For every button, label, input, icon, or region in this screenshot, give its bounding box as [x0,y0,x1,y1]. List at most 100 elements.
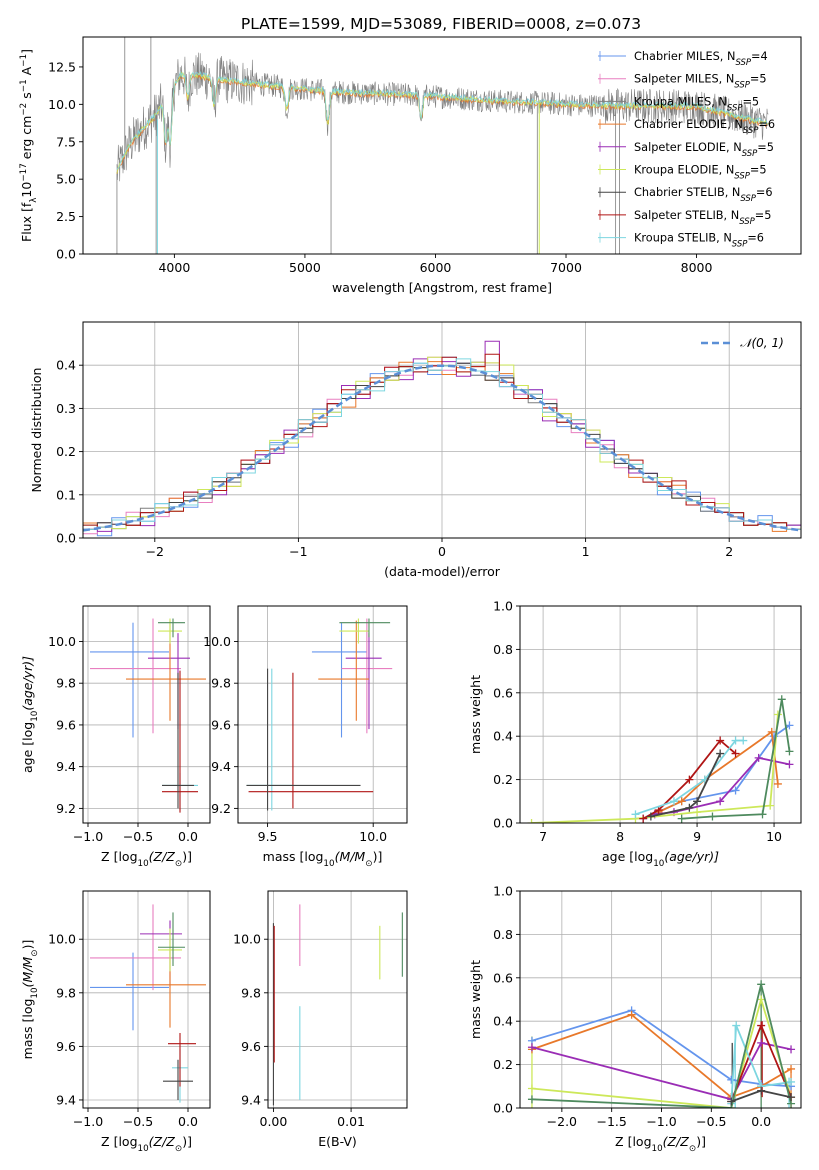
legend-subscript: SSP [734,80,750,90]
label-part: (Z/Z [149,849,176,864]
label-part: −1 [19,79,29,92]
weight-point-marker [527,819,536,823]
y-tick-label: 2.5 [56,209,76,224]
label-part: erg cm [19,116,34,164]
error-point [163,1059,193,1100]
ticks: 9.5 10.0 9.2 9.4 9.6 9.8 10.0 [203,634,387,844]
label-part: )] [696,1134,706,1149]
legend-subscript: SSP [743,125,759,135]
mass-vs-metallicity-panel: −1.0 −0.5 0.09.49.69.810.0Z [log10(Z/Z⊙)]m… [20,890,211,1154]
label-part: 10 [19,182,34,198]
legend-tail: =4 [751,50,768,63]
label-part: (Z/Z [149,1134,176,1149]
legend-label: Chabrier ELODIE, N [634,118,743,131]
weight-point-marker [677,797,686,806]
axes-frame [82,890,211,1109]
plot-area [527,695,794,823]
y-tick-label: 10.0 [48,97,76,112]
label-part: −2 [19,103,29,116]
y-tick-label: 10.0 [48,932,76,947]
legend-label: Chabrier MILES, N [634,50,735,63]
legend-entry: Chabrier STELIB, NSSP=6 [634,186,773,203]
weight-point-marker [716,736,725,745]
weight-point-marker [757,1086,766,1095]
plot-area [246,618,393,811]
ticks: −2.0 −1.5 −1.0 −0.5 0.0 0.0 0.2 0.4 0.6 0.8 1.0 [493,884,771,1130]
legend-subscript: SSP [742,148,758,158]
legend-label: Salpeter MILES, N [634,73,734,86]
plot-area [83,340,801,537]
error-point [341,618,393,734]
x-axis-label: (data-model)/error [384,564,501,579]
label-part: 10 [652,1144,663,1154]
weight-point-marker [708,812,717,821]
label-part: 10 [30,711,40,722]
label-part: 10 [138,1144,149,1154]
weight-point-marker [777,695,786,704]
y-tick-label: 0.1 [56,487,76,502]
plot-area [90,618,206,813]
normal-curve [83,364,801,532]
label-part: ⊙ [30,949,40,956]
weight-point-marker [727,1097,736,1106]
x-tick-label: −2 [146,544,164,559]
label-part: A [19,66,34,79]
ticks: 7 8 9 10 0.0 0.2 0.4 0.6 0.8 1.0 [493,599,782,845]
label-part: (Z/Z [663,1134,690,1149]
x-axis-label: Z [log10(Z/Z⊙)] [101,1134,192,1154]
figure-title: PLATE=1599, MJD=53089, FIBERID=0008, z=0… [241,15,641,33]
plot-area [116,37,769,254]
weight-point-marker [785,721,794,730]
y-tick-label: 9.4 [241,1092,261,1107]
y-tick-label: 9.2 [211,801,231,816]
y-tick-label: 9.8 [56,985,76,1000]
label-part: ] [19,49,34,54]
weight-point-marker [527,1095,536,1104]
weight-point-marker [677,814,686,823]
x-tick-label: −0.5 [696,1114,726,1129]
legend-entry: Kroupa MILES, NSSP=5 [634,95,759,112]
y-tick-label: 9.6 [56,717,76,732]
legend-subscript: SSP [732,239,748,249]
weight-point-marker [787,1093,796,1102]
label-part: (age/yr)] [20,656,35,711]
error-point [90,952,169,1031]
label-part: Z [log [101,849,137,864]
label-part: Z [log [615,1134,651,1149]
weight-series-line [650,753,722,818]
y-axis-label: Flux [fλ10−17 erg cm−2 s−1 A−1] [19,49,39,242]
error-point [158,928,182,972]
x-tick-label: −0.5 [123,1114,153,1129]
weight-point-marker [639,814,648,823]
legend-tail: =6 [758,118,775,131]
legend-subscript: SSP [735,57,751,67]
legend-entry: Chabrier ELODIE, NSSP=6 [634,118,775,135]
legend-entry: Kroupa ELODIE, NSSP=5 [634,164,767,181]
y-tick-label: 0.0 [493,816,513,831]
label-part: age [log [20,722,35,773]
label-part: 10 [323,859,334,869]
x-tick-label: 0.01 [337,1114,365,1129]
label-part: λ [29,198,39,203]
label-part: ⊙ [175,859,182,869]
x-tick-label: 6000 [420,260,452,275]
label-part: −17 [19,163,29,181]
axes-frame [82,605,211,824]
x-tick-label: −2.0 [547,1114,577,1129]
x-tick-label: 0.0 [751,1114,771,1129]
x-axis-label: Z [log10(Z/Z⊙)] [615,1134,706,1154]
legend-tail: =5 [750,73,767,86]
x-tick-label: 5000 [289,260,321,275]
ticks: 0.00 0.01 9.4 9.6 9.8 10.0 [233,932,365,1129]
x-tick-label: 9.5 [258,829,278,844]
weight-point-marker [631,810,640,819]
weight-point-marker [693,808,702,817]
y-tick-label: 12.5 [48,59,76,74]
weight-point-marker [758,810,767,819]
legend: 𝒩(0, 1) [701,336,784,350]
weight-point-marker [787,1077,796,1086]
